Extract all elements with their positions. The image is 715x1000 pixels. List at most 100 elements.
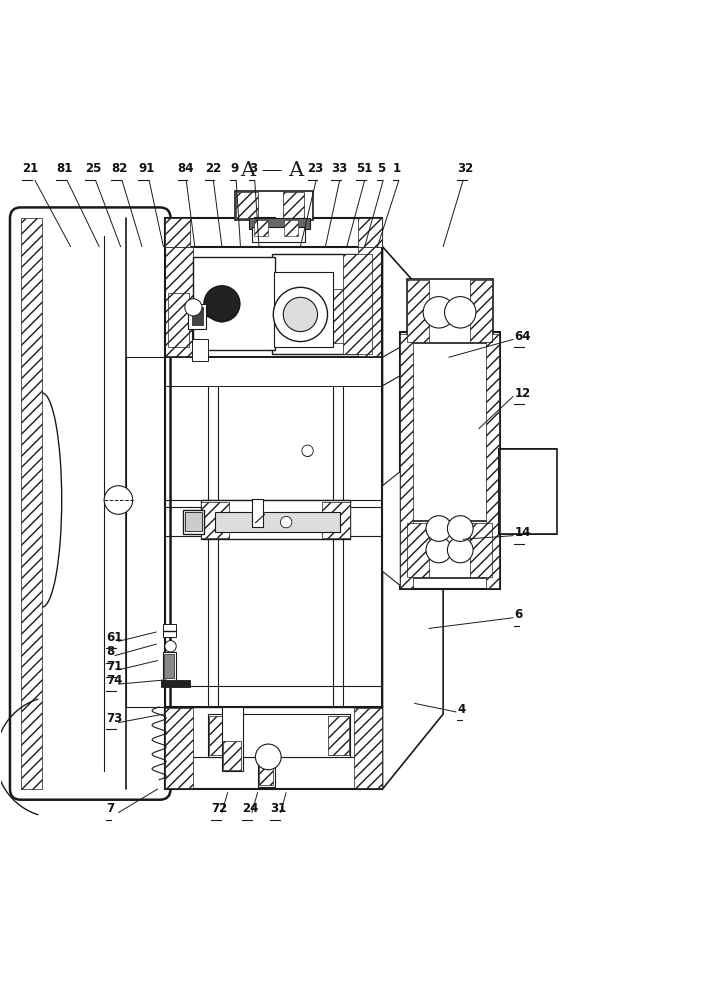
Bar — [214, 512, 340, 532]
Polygon shape — [383, 471, 400, 586]
Bar — [500, 449, 557, 534]
Bar — [499, 449, 556, 534]
Text: 82: 82 — [112, 162, 128, 175]
Text: 74: 74 — [107, 674, 123, 687]
Circle shape — [302, 445, 313, 456]
Bar — [358, 218, 383, 247]
Text: 24: 24 — [242, 802, 258, 815]
Circle shape — [448, 516, 473, 541]
Bar — [259, 753, 273, 785]
Bar — [282, 192, 304, 218]
Bar — [500, 451, 553, 532]
Bar — [254, 217, 275, 225]
Bar — [408, 280, 429, 342]
Bar — [162, 680, 189, 687]
Circle shape — [448, 537, 473, 563]
Text: 81: 81 — [56, 162, 73, 175]
Bar — [252, 499, 262, 527]
Bar — [236, 192, 257, 218]
Bar — [192, 307, 202, 325]
Text: 51: 51 — [356, 162, 373, 175]
Bar — [192, 339, 207, 361]
Bar — [165, 247, 383, 357]
Bar — [470, 523, 492, 577]
Bar — [358, 247, 383, 357]
Circle shape — [204, 286, 240, 322]
Bar — [331, 289, 356, 343]
Text: 84: 84 — [177, 162, 194, 175]
Bar — [193, 257, 275, 350]
Text: 9: 9 — [230, 162, 239, 175]
Circle shape — [445, 297, 476, 328]
Bar — [126, 357, 165, 707]
Bar — [235, 191, 313, 220]
Bar — [272, 254, 358, 354]
Text: 5: 5 — [378, 162, 385, 175]
Circle shape — [426, 516, 452, 541]
Bar — [284, 220, 298, 236]
Circle shape — [280, 516, 292, 528]
Bar — [408, 523, 429, 577]
Bar — [252, 227, 305, 242]
Text: 33: 33 — [331, 162, 347, 175]
Bar — [165, 218, 383, 247]
Bar — [257, 751, 275, 787]
Text: 6: 6 — [515, 608, 523, 621]
Text: 14: 14 — [515, 526, 531, 539]
Bar — [497, 471, 526, 514]
Bar — [343, 254, 372, 354]
Bar — [223, 741, 241, 770]
Text: 72: 72 — [211, 802, 227, 815]
Bar — [209, 716, 230, 755]
Bar — [164, 654, 174, 678]
Text: 3: 3 — [249, 162, 257, 175]
Bar — [322, 502, 350, 538]
Bar — [499, 449, 556, 534]
Text: 22: 22 — [204, 162, 221, 175]
Bar — [200, 500, 350, 539]
Bar — [274, 272, 332, 347]
Circle shape — [283, 297, 317, 332]
Text: 71: 71 — [107, 660, 122, 673]
Bar — [400, 332, 500, 589]
Bar — [222, 707, 243, 771]
Bar — [400, 334, 413, 588]
Circle shape — [302, 446, 312, 456]
Text: 4: 4 — [458, 703, 465, 716]
Text: 32: 32 — [458, 162, 473, 175]
Bar — [168, 293, 189, 347]
Bar — [165, 218, 189, 247]
Bar — [354, 708, 383, 788]
Circle shape — [165, 641, 176, 652]
Bar — [163, 652, 175, 681]
Bar — [486, 334, 499, 588]
Text: A — A: A — A — [240, 161, 304, 180]
Bar — [182, 510, 204, 534]
Bar — [470, 280, 492, 342]
Text: 21: 21 — [22, 162, 39, 175]
Circle shape — [423, 297, 455, 328]
Circle shape — [104, 486, 133, 514]
Text: 31: 31 — [270, 802, 287, 815]
Polygon shape — [383, 247, 443, 789]
Circle shape — [255, 744, 281, 770]
Bar — [184, 512, 202, 531]
Bar — [207, 714, 350, 757]
Text: 73: 73 — [107, 712, 122, 725]
Text: 61: 61 — [107, 631, 123, 644]
Bar — [165, 707, 383, 789]
FancyBboxPatch shape — [10, 207, 171, 800]
Text: 64: 64 — [515, 330, 531, 343]
Bar — [165, 247, 193, 357]
Circle shape — [184, 299, 202, 316]
Bar — [188, 304, 206, 329]
Text: 23: 23 — [307, 162, 324, 175]
Bar — [408, 279, 493, 343]
Text: 25: 25 — [85, 162, 102, 175]
Text: 8: 8 — [107, 645, 114, 658]
Circle shape — [273, 287, 327, 342]
Bar — [254, 220, 268, 236]
Bar — [165, 708, 193, 788]
Bar — [164, 624, 176, 637]
Text: 1: 1 — [393, 162, 401, 175]
